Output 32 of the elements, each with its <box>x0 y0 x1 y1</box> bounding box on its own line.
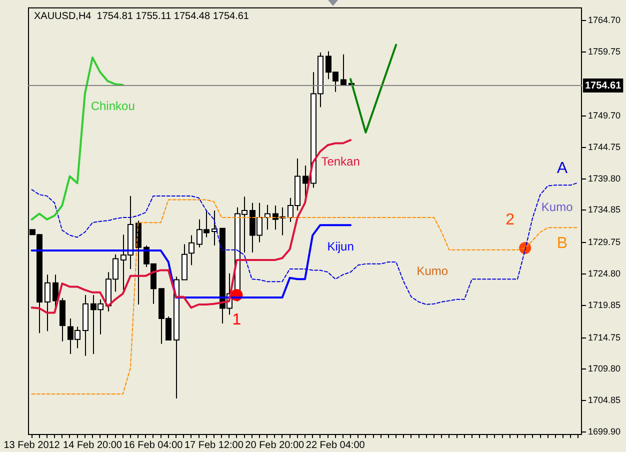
y-tick-label: 1739.80 <box>588 173 621 184</box>
series-label: Chinkou <box>90 99 135 114</box>
x-tick-label: 14 Feb 20:00 <box>63 440 122 451</box>
annotation: Kumo <box>416 264 448 278</box>
ref-line-label: 1754.61 <box>585 80 622 92</box>
chart-title: XAUUSD,H4 1754.81 1755.11 1754.48 1754.61 <box>34 11 250 22</box>
x-tick-label: 20 Feb 20:00 <box>245 440 305 451</box>
series-label: Tenkan <box>321 154 360 168</box>
y-tick-label: 1714.75 <box>588 332 621 342</box>
y-tick-label: 1744.75 <box>588 142 621 152</box>
series-label: A <box>556 160 568 178</box>
line-series <box>31 182 579 305</box>
series-label: B <box>556 235 568 252</box>
y-tick-label: 1759.75 <box>588 46 621 57</box>
y-tick-label: 1709.80 <box>588 364 621 374</box>
y-tick-label: 1719.85 <box>588 300 621 310</box>
annotation: Kumo <box>541 200 574 214</box>
y-tick-label: 1729.75 <box>588 237 621 248</box>
y-tick-label: 1724.80 <box>588 268 621 279</box>
series-label: 1 <box>232 311 242 328</box>
y-tick-label: 1734.85 <box>588 204 621 215</box>
series-label: Kijun <box>327 239 354 254</box>
y-tick-label: 1704.85 <box>588 395 621 406</box>
x-tick-label: 13 Feb 2012 <box>4 440 60 451</box>
series-label: 2 <box>506 211 515 228</box>
y-tick-label: 1699.90 <box>588 426 621 437</box>
x-tick-label: 22 Feb 04:00 <box>306 440 366 451</box>
x-tick-label: 17 Feb 12:00 <box>184 440 244 451</box>
x-tick-label: 16 Feb 04:00 <box>124 440 184 451</box>
y-tick-label: 1749.70 <box>588 110 621 120</box>
y-tick-label: 1764.70 <box>588 15 621 26</box>
line-series <box>31 199 579 395</box>
